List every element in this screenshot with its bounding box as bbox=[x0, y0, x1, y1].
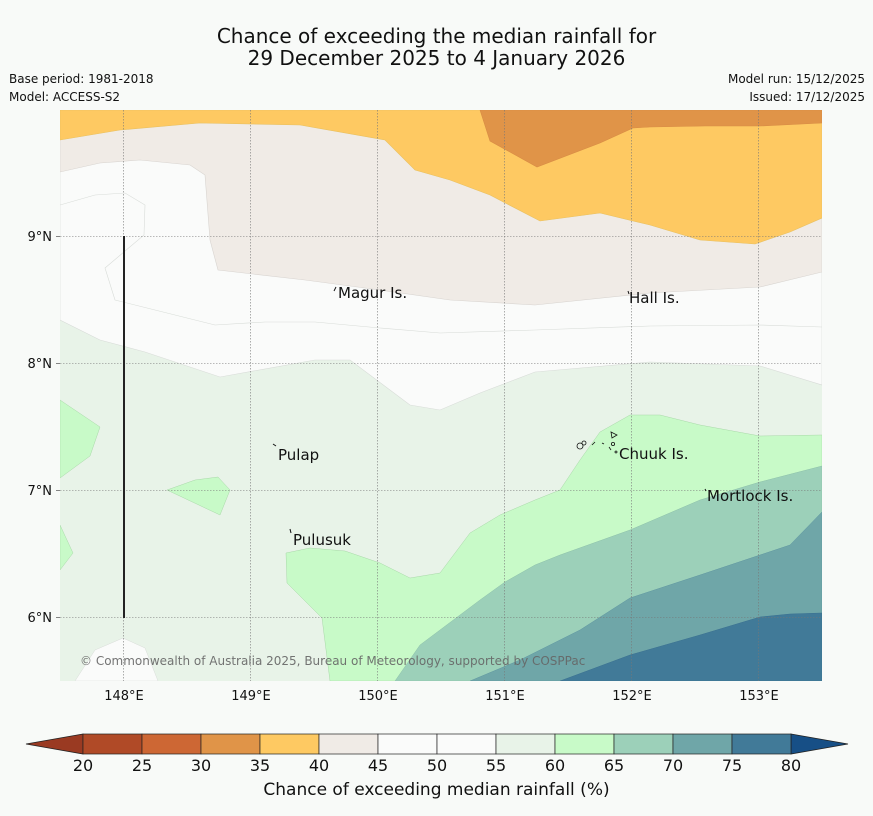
colorbar-under-arrow bbox=[25, 733, 84, 755]
colorbar-segment bbox=[731, 733, 792, 755]
island-markers bbox=[272, 286, 707, 534]
contour-layer bbox=[60, 110, 822, 681]
colorbar-label: Chance of exceeding median rainfall (%) bbox=[263, 780, 610, 800]
place-label-pulusuk: Pulusuk bbox=[293, 531, 351, 549]
island-pulap-marker bbox=[272, 443, 277, 447]
map-title-line1: Chance of exceeding the median rainfall … bbox=[216, 24, 657, 48]
colorbar-tick-label: 20 bbox=[73, 756, 93, 775]
colorbar-segment bbox=[377, 733, 438, 755]
contour-60-65-west1 bbox=[60, 399, 101, 479]
base-period: Base period: 1981-2018 bbox=[9, 72, 154, 86]
place-label-mortlock: Mortlock Is. bbox=[707, 487, 793, 505]
x-tick-153e: 153°E bbox=[739, 689, 779, 704]
y-tick-7n: 7°N bbox=[28, 484, 53, 499]
contour-line-50 bbox=[60, 192, 822, 334]
place-label-pulap: Pulap bbox=[278, 446, 319, 464]
colorbar-tick-label: 70 bbox=[663, 756, 683, 775]
colorbar-segment bbox=[318, 733, 379, 755]
map-title-line2: 29 December 2025 to 4 January 2026 bbox=[247, 46, 626, 70]
colorbar-segment bbox=[554, 733, 615, 755]
island-hall-marker bbox=[627, 290, 630, 295]
colorbar-segment bbox=[200, 733, 261, 755]
y-tick-8n: 8°N bbox=[28, 357, 53, 372]
x-tick-148e: 148°E bbox=[104, 689, 144, 704]
colorbar-segment bbox=[82, 733, 143, 755]
y-tick-6n: 6°N bbox=[28, 611, 53, 626]
colorbar-tick-label: 35 bbox=[250, 756, 270, 775]
colorbar-tick-label: 60 bbox=[545, 756, 565, 775]
colorbar-tick-label: 25 bbox=[132, 756, 152, 775]
x-tick-150e: 150°E bbox=[358, 689, 398, 704]
island-mortlock-marker bbox=[704, 488, 707, 492]
x-tick-151e: 151°E bbox=[485, 689, 525, 704]
contour-75-80 bbox=[559, 612, 822, 681]
island-pulusuk-marker bbox=[289, 528, 292, 534]
place-label-magur: Magur Is. bbox=[338, 284, 407, 302]
colorbar-segment bbox=[259, 733, 320, 755]
colorbar-tick-label: 65 bbox=[604, 756, 624, 775]
colorbar: 20 25 30 35 40 45 50 55 60 65 70 75 80 bbox=[25, 733, 849, 775]
colorbar-segment bbox=[436, 733, 497, 755]
colorbar-tick-label: 80 bbox=[781, 756, 801, 775]
colorbar-tick-label: 45 bbox=[368, 756, 388, 775]
colorbar-tick-label: 55 bbox=[486, 756, 506, 775]
y-axis-labels: 9°N 8°N 7°N 6°N bbox=[28, 230, 53, 626]
meta-left: Base period: 1981-2018 Model: ACCESS-S2 bbox=[9, 70, 154, 106]
y-axis-ticks bbox=[56, 236, 60, 618]
colorbar-tick-label: 40 bbox=[309, 756, 329, 775]
meta-right: Model run: 15/12/2025 Issued: 17/12/2025 bbox=[728, 70, 865, 106]
model-run: Model run: 15/12/2025 bbox=[727, 72, 865, 86]
x-tick-152e: 152°E bbox=[612, 689, 652, 704]
place-label-chuuk: Chuuk Is. bbox=[619, 445, 688, 463]
contour-30-35 bbox=[479, 110, 822, 168]
colorbar-tick-label: 75 bbox=[722, 756, 742, 775]
contour-60-65-west2 bbox=[60, 524, 74, 571]
colorbar-tick-label: 50 bbox=[427, 756, 447, 775]
colorbar-tick-label: 30 bbox=[191, 756, 211, 775]
y-tick-9n: 9°N bbox=[28, 230, 53, 245]
x-axis-labels: 148°E 149°E 150°E 151°E 152°E 153°E bbox=[104, 689, 779, 704]
x-tick-149e: 149°E bbox=[231, 689, 271, 704]
colorbar-segment bbox=[141, 733, 202, 755]
contour-45-55-southwest bbox=[74, 637, 159, 681]
issued-date: Issued: 17/12/2025 bbox=[749, 90, 865, 104]
colorbar-over-arrow bbox=[790, 733, 849, 755]
place-label-hall: Hall Is. bbox=[629, 289, 680, 307]
contour-60-65-west3 bbox=[166, 476, 231, 516]
copyright-text: © Commonwealth of Australia 2025, Bureau… bbox=[80, 654, 585, 668]
colorbar-segment bbox=[613, 733, 674, 755]
island-magur-marker bbox=[333, 286, 337, 292]
colorbar-segment bbox=[495, 733, 556, 755]
island-chuuk-marker bbox=[576, 431, 618, 454]
colorbar-segment bbox=[672, 733, 733, 755]
model-name: Model: ACCESS-S2 bbox=[9, 90, 121, 104]
